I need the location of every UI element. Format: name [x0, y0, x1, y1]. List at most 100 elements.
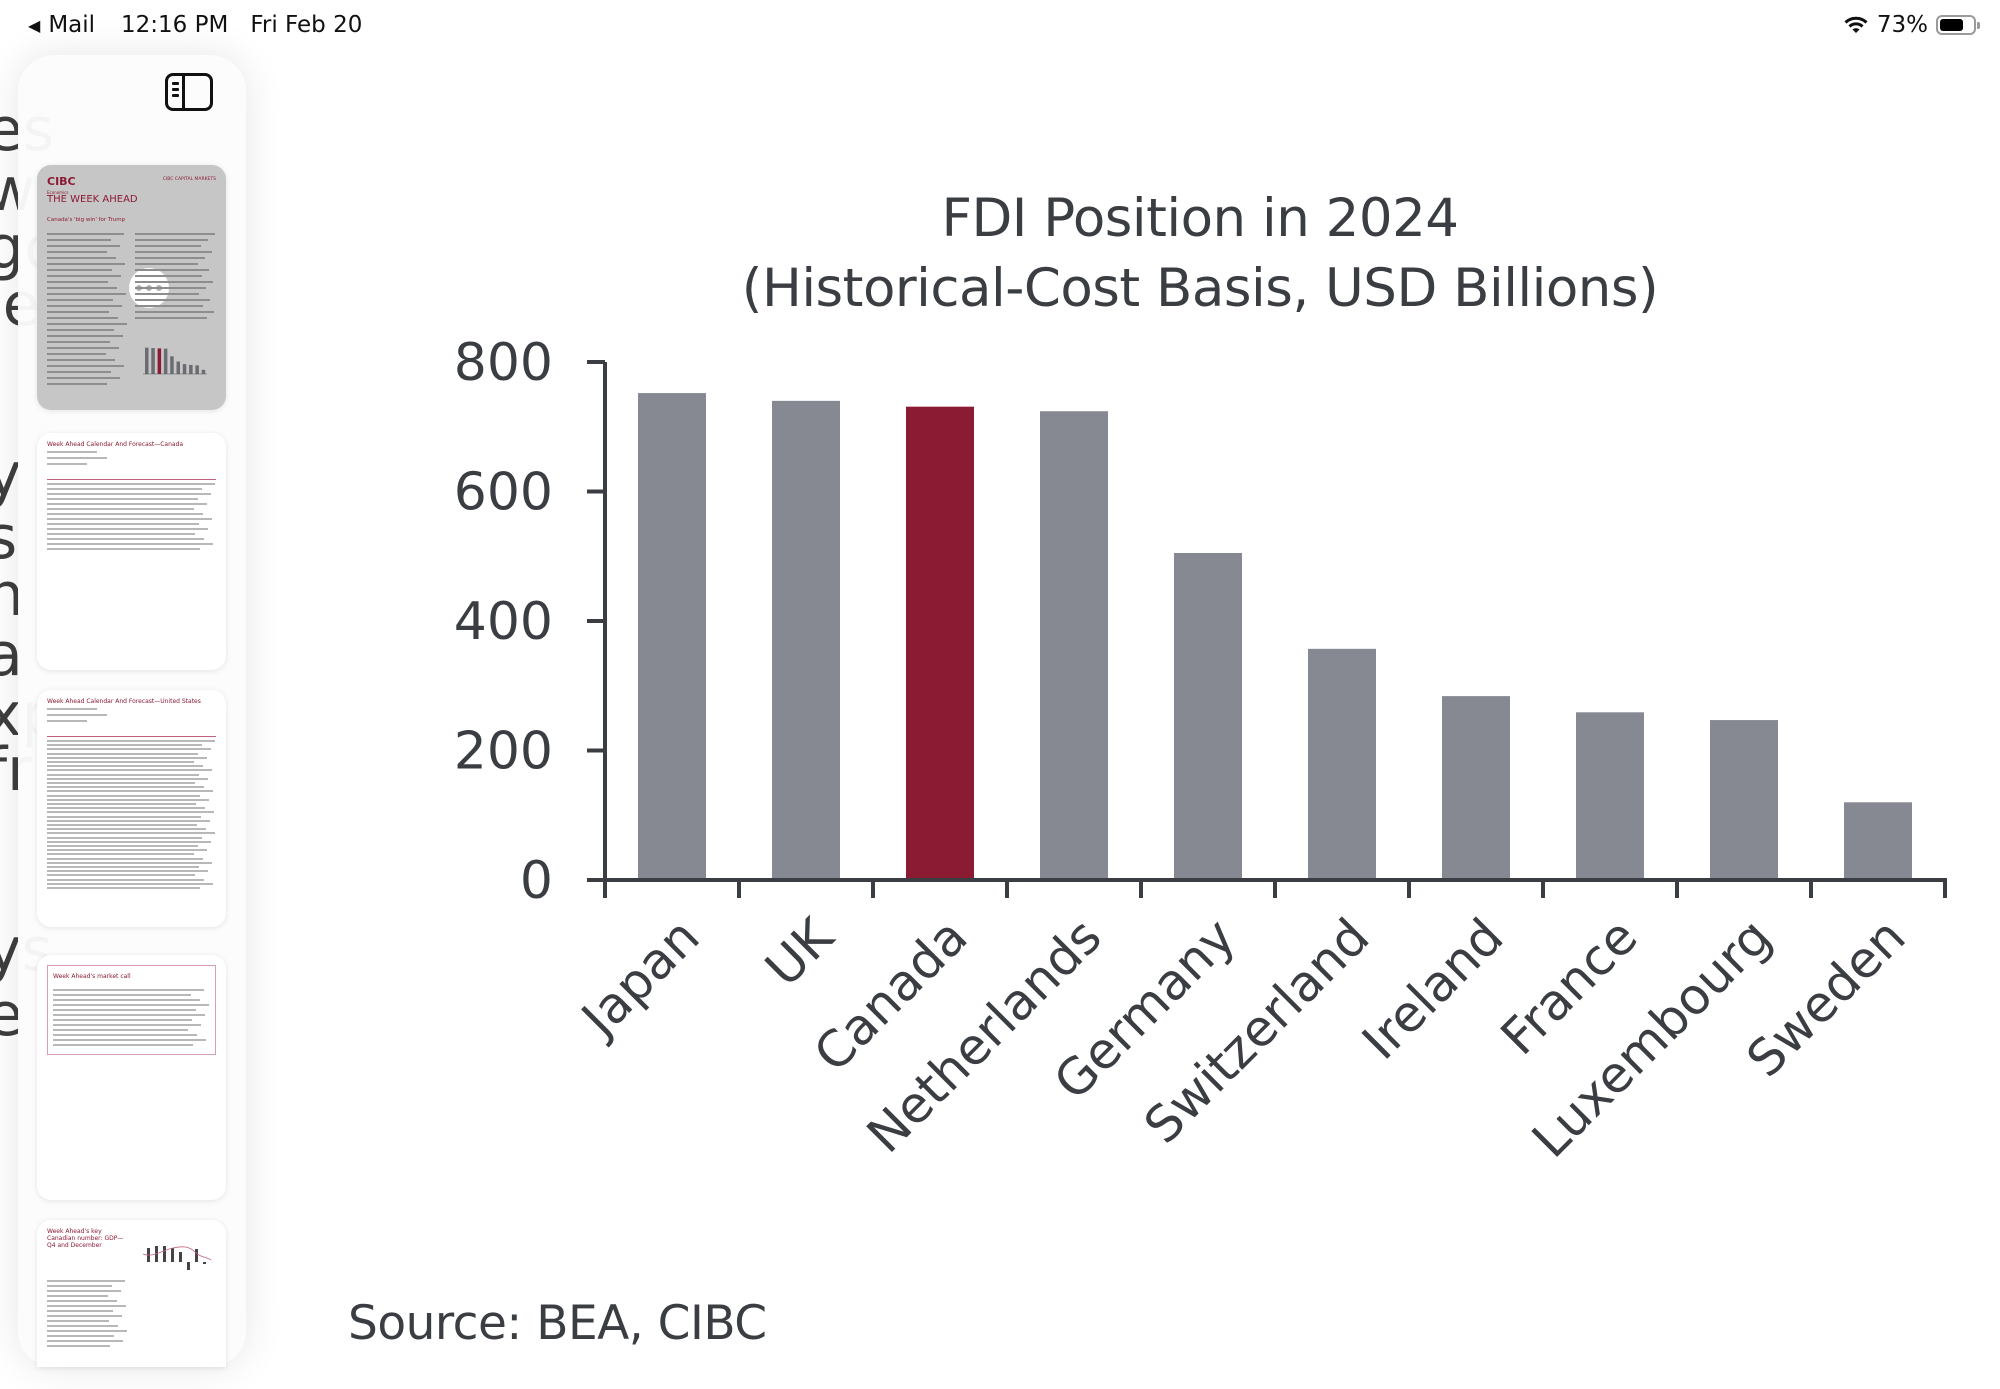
thumbnail-text-line	[47, 857, 203, 860]
thumbnail-text-line	[47, 1315, 122, 1317]
back-to-app-link[interactable]: Mail	[48, 12, 96, 38]
thumbnail-text-line	[47, 1330, 127, 1332]
thumbnail-text-line	[53, 1014, 205, 1016]
thumbnail-text-line	[47, 523, 199, 525]
mini-bar	[151, 348, 155, 374]
bar-netherlands	[1040, 411, 1108, 880]
thumbnail-sidebar: CIBC CIBC CAPITAL MARKETS Economics THE …	[18, 55, 246, 1367]
thumbnail-text-line	[47, 233, 124, 235]
mini-bar	[195, 1249, 198, 1262]
thumbnail-title: Week Ahead's market call	[53, 973, 131, 980]
mini-bar	[170, 356, 174, 374]
thumbnail-text-line	[47, 371, 111, 373]
thumbnail-text-line	[47, 756, 207, 759]
page-thumbnail-5[interactable]: Week Ahead's key Canadian number: GDP— Q…	[37, 1220, 226, 1367]
thumbnail-text-line	[47, 483, 215, 485]
y-tick-label: 800	[454, 333, 553, 393]
thumbnail-text-line	[135, 269, 209, 271]
bar-sweden	[1844, 802, 1912, 880]
thumbnail-text-line	[135, 263, 198, 265]
mini-bar	[203, 1262, 206, 1264]
thumbnail-text-line	[47, 853, 194, 856]
thumbnail-text-line	[47, 383, 107, 385]
thumbnail-text-line	[47, 752, 198, 755]
thumbnail-text-line	[47, 866, 199, 868]
chart-source: Source: BEA, CIBC	[348, 1296, 767, 1351]
thumbnail-text-line	[47, 548, 200, 550]
thumbnail-text-line	[53, 1009, 196, 1011]
x-tick-label: Luxembourg	[1521, 907, 1782, 1168]
page-thumbnail-1[interactable]: CIBC CIBC CAPITAL MARKETS Economics THE …	[37, 165, 226, 410]
thumbnail-text-line	[135, 299, 210, 301]
thumbnail-text-line	[47, 815, 201, 818]
thumbnail-text-line	[135, 245, 201, 247]
background-text-fragment: a	[0, 620, 23, 690]
mini-bar	[187, 1262, 190, 1270]
sidebar-toggle-icon[interactable]	[165, 73, 213, 111]
chart-subtitle: (Historical-Cost Basis, USD Billions)	[741, 258, 1659, 319]
mini-bar	[163, 1246, 166, 1262]
background-text-fragment: y	[0, 440, 22, 510]
mini-bar	[182, 364, 187, 374]
y-tick-label: 200	[454, 722, 553, 782]
thumbnail-text-line	[47, 1290, 121, 1292]
thumbnail-text-line	[135, 281, 213, 283]
thumbnail-text-line	[53, 989, 204, 991]
thumbnail-text-line	[47, 1300, 117, 1302]
thumbnail-text-line	[47, 782, 195, 784]
thumbnail-headline: Canada's 'big win' for Trump	[47, 217, 126, 223]
thumbnail-text-line	[47, 878, 204, 881]
thumbnail-text-line	[53, 1039, 206, 1041]
page-thumbnail-3[interactable]: Week Ahead Calendar And Forecast—United …	[37, 690, 226, 927]
mini-bar	[195, 365, 199, 374]
thumbnail-text-line	[135, 293, 199, 295]
thumbnail-text-line	[47, 263, 125, 265]
mini-bar	[163, 348, 168, 374]
thumbnail-text-line	[47, 836, 202, 839]
thumbnail-text-line	[47, 1340, 123, 1342]
mini-bar	[189, 364, 193, 374]
thumbnail-text-line	[47, 359, 115, 361]
thumbnail-text-line	[47, 377, 120, 379]
x-tick-label: UK	[754, 907, 845, 998]
x-tick-label: Japan	[569, 907, 711, 1049]
thumbnail-text-line	[47, 293, 126, 295]
back-arrow-icon[interactable]: ◀	[28, 15, 41, 35]
thumbnail-text-line	[47, 811, 214, 814]
thumbnail-title: THE WEEK AHEAD	[47, 194, 138, 205]
thumbnail-text-line	[47, 533, 195, 535]
thumbnail-text-line	[47, 870, 208, 873]
thumbnail-text-line	[135, 311, 214, 313]
thumbnail-text-line	[47, 769, 212, 772]
thumbnail-text-line	[47, 275, 121, 277]
thumbnail-text-line	[47, 807, 205, 810]
page-thumbnail-2[interactable]: Week Ahead Calendar And Forecast—Canada	[37, 433, 226, 670]
thumbnail-text-line	[47, 245, 120, 247]
thumbnail-text-line	[47, 498, 198, 500]
mini-line	[142, 1246, 212, 1261]
page-thumbnail-4[interactable]: Week Ahead's market call	[37, 955, 226, 1200]
thumbnail-text-line	[53, 1024, 201, 1026]
thumbnail-text-line	[47, 513, 203, 515]
thumbnail-text-line	[47, 353, 106, 355]
thumbnail-text-line	[47, 305, 122, 307]
thumbnail-text-line	[47, 543, 213, 545]
thumbnail-text-line	[47, 281, 108, 283]
status-bar: ◀ Mail 12:16 PM Fri Feb 20 73%	[0, 0, 2000, 52]
thumbnail-text-line	[47, 1285, 112, 1287]
thumbnail-text-line	[47, 239, 111, 241]
thumbnail-text-line	[47, 1320, 109, 1322]
thumbnail-text-line	[47, 832, 215, 835]
thumbnail-title: Week Ahead Calendar And Forecast—United …	[47, 698, 201, 705]
bar-germany	[1174, 553, 1242, 880]
market-call-box	[47, 965, 216, 1055]
chart-title: FDI Position in 2024	[941, 188, 1459, 249]
thumbnail-text-line	[47, 329, 114, 331]
thumbnail-text-line	[47, 311, 109, 313]
thumbnail-title: Week Ahead Calendar And Forecast—Canada	[47, 441, 184, 448]
thumbnail-text-line	[135, 251, 212, 253]
bar-canada	[906, 406, 974, 880]
thumbnail-text-line	[47, 861, 212, 864]
thumbnail-text-line	[47, 874, 195, 877]
